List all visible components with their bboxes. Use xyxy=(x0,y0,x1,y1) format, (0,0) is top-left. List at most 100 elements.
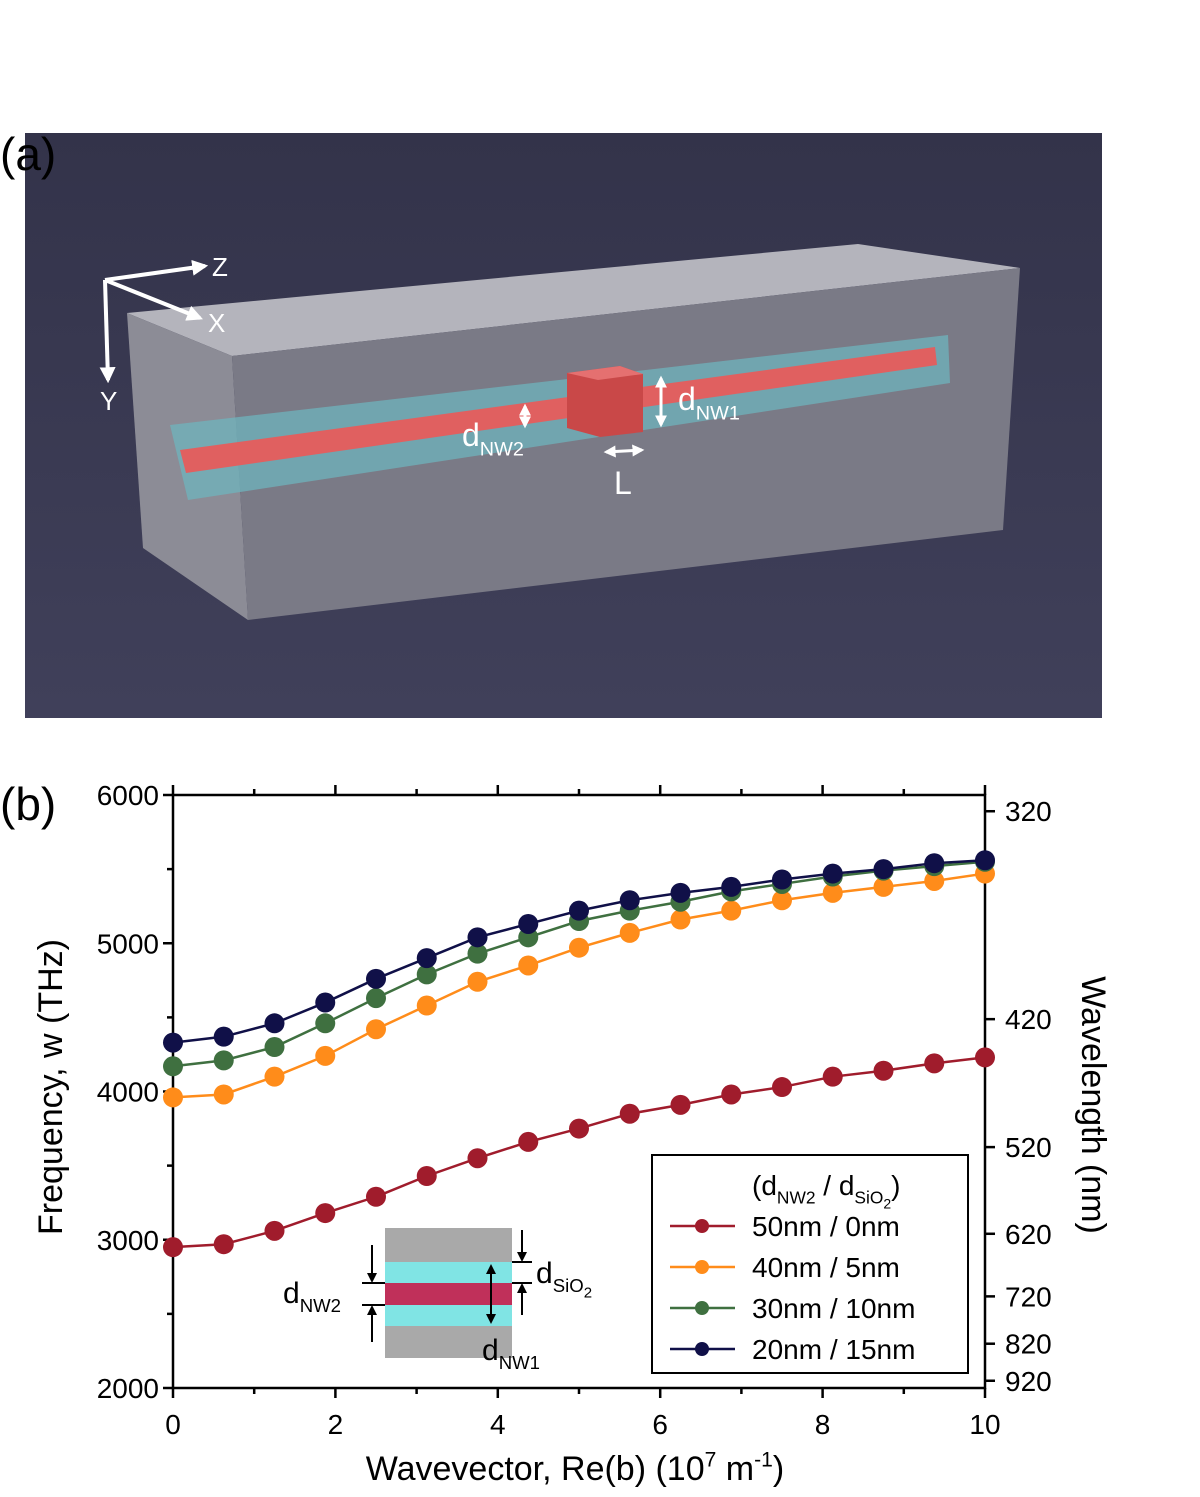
x-tick-label: 2 xyxy=(328,1409,344,1440)
data-point xyxy=(518,913,539,934)
y-tick-label: 2000 xyxy=(97,1373,159,1404)
data-point xyxy=(264,1220,285,1241)
axis-name: Z xyxy=(212,252,228,282)
dimension-label: dNW1 xyxy=(678,381,740,425)
data-point xyxy=(619,922,640,943)
data-point xyxy=(467,1148,488,1169)
legend-title-part: 2 xyxy=(883,1195,891,1211)
y-tick-label: 6000 xyxy=(97,780,159,811)
y2-axis-title: Wavelength (nm) xyxy=(1074,976,1112,1234)
data-point xyxy=(467,927,488,948)
inset-label-part: d xyxy=(536,1257,553,1290)
panel-label: (b) xyxy=(0,778,56,830)
legend-marker xyxy=(695,1342,709,1356)
data-point xyxy=(873,876,894,897)
x-axis-title-part: ) xyxy=(773,1450,784,1488)
data-point xyxy=(315,1045,336,1066)
data-point xyxy=(467,943,488,964)
data-point xyxy=(213,1084,234,1105)
data-point xyxy=(772,1077,792,1098)
inset-label-part: d xyxy=(482,1334,499,1367)
dimension-label: L xyxy=(614,465,632,501)
data-point xyxy=(416,995,437,1016)
data-point xyxy=(619,1103,640,1124)
inset-label-part: SiO xyxy=(553,1275,584,1296)
x-tick-label: 8 xyxy=(815,1409,831,1440)
data-point xyxy=(721,900,742,921)
x-axis-title: Wavevector, Re(b) (107 m-1) xyxy=(366,1448,784,1488)
x-tick-label: 0 xyxy=(165,1409,181,1440)
data-point xyxy=(822,882,843,903)
dim-arrow xyxy=(603,444,645,458)
data-point xyxy=(213,1050,234,1071)
series-line xyxy=(172,860,986,1068)
y-axis-title: Frequency, w (THz) xyxy=(32,939,70,1235)
inset-label-part: NW2 xyxy=(300,1295,341,1316)
legend-label: 40nm / 5nm xyxy=(752,1252,900,1283)
y-tick-label: 3000 xyxy=(97,1225,159,1256)
data-point xyxy=(416,964,437,985)
dimension-label-part: d xyxy=(462,417,480,453)
data-point xyxy=(670,909,691,930)
data-point xyxy=(213,1234,234,1255)
data-point xyxy=(416,1166,437,1187)
axis-arrow xyxy=(99,279,116,384)
y-tick-label: 5000 xyxy=(97,928,159,959)
data-point xyxy=(518,1131,539,1152)
data-point xyxy=(315,992,336,1013)
data-point xyxy=(366,988,386,1009)
data-point xyxy=(467,971,488,992)
data-point xyxy=(924,870,945,891)
dimension-label-part: NW2 xyxy=(480,439,524,461)
legend-title-part: / d xyxy=(815,1170,854,1201)
data-point xyxy=(366,1186,386,1207)
y2-tick-label: 920 xyxy=(1005,1366,1052,1397)
axis-arrow xyxy=(104,278,203,321)
x-tick-label: 10 xyxy=(969,1409,1000,1440)
inset-core xyxy=(385,1283,512,1305)
data-point xyxy=(416,948,437,969)
legend-marker xyxy=(695,1219,709,1233)
axis-name: Y xyxy=(100,386,117,416)
y2-tick-label: 820 xyxy=(1005,1329,1052,1360)
y2-tick-label: 720 xyxy=(1005,1281,1052,1312)
x-axis-title-part: m xyxy=(716,1450,754,1488)
x-axis-title-part: Wavevector, Re(b) (10 xyxy=(366,1450,705,1488)
y2-tick-label: 420 xyxy=(1005,1004,1052,1035)
inset-label: dSiO2 xyxy=(536,1257,592,1301)
inset-label-part: NW1 xyxy=(499,1352,540,1373)
y2-tick-label: 620 xyxy=(1005,1219,1052,1250)
legend-marker xyxy=(695,1301,709,1315)
data-point xyxy=(873,859,894,880)
dimension-label-part: NW1 xyxy=(696,403,740,425)
legend-marker xyxy=(695,1260,709,1274)
legend-title-part: NW2 xyxy=(777,1187,816,1207)
data-point xyxy=(569,1118,589,1139)
data-point xyxy=(213,1026,234,1047)
data-point xyxy=(772,890,792,911)
data-point xyxy=(163,1087,183,1108)
y2-tick-label: 320 xyxy=(1005,796,1052,827)
data-point xyxy=(264,1066,285,1087)
data-point xyxy=(163,1056,183,1077)
data-point xyxy=(670,1094,691,1115)
data-point xyxy=(619,890,640,911)
data-point xyxy=(264,1037,285,1058)
data-point xyxy=(264,1013,285,1034)
data-point xyxy=(315,1203,336,1224)
legend-title-part: (d xyxy=(752,1170,777,1201)
box-top xyxy=(127,244,1020,356)
legend-label: 30nm / 10nm xyxy=(752,1293,915,1324)
x-axis-title-part: 7 xyxy=(705,1448,717,1471)
inset-label-part: d xyxy=(283,1277,300,1310)
data-point xyxy=(772,869,792,890)
data-point xyxy=(366,968,386,989)
legend-title-part: ) xyxy=(891,1170,900,1201)
data-point xyxy=(721,876,742,897)
data-point xyxy=(721,1084,742,1105)
legend-title-part: SiO xyxy=(854,1187,883,1207)
data-point xyxy=(569,900,589,921)
dimension-label: dNW2 xyxy=(462,417,524,461)
